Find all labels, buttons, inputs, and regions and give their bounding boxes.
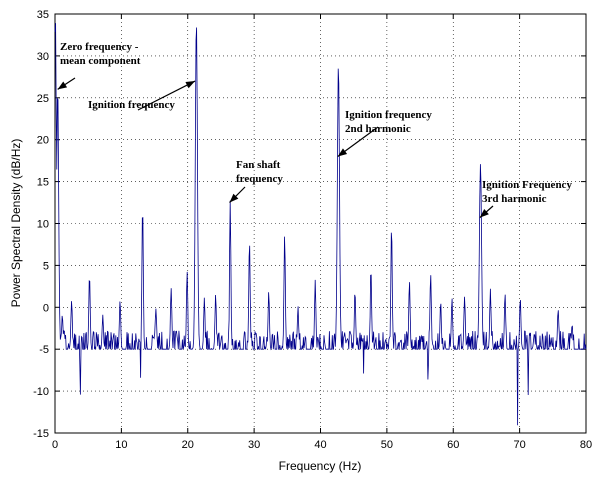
x-tick-label: 30	[248, 439, 260, 451]
annotation-text: Ignition Frequency	[482, 179, 572, 191]
x-tick-label: 20	[182, 439, 194, 451]
y-tick-label: 5	[43, 260, 49, 272]
x-tick-label: 70	[514, 439, 526, 451]
annotation-text: mean component	[60, 55, 141, 67]
arrowhead	[337, 148, 348, 157]
y-tick-label: -10	[33, 386, 49, 398]
x-tick-label: 50	[381, 439, 393, 451]
annotation-arrow	[137, 80, 196, 111]
annotation: Ignition Frequency 3rd harmonic	[479, 179, 572, 219]
arrowhead	[185, 81, 196, 89]
y-axis-label: Power Spectral Density (dB/Hz)	[9, 139, 23, 308]
annotation-text: Ignition frequency	[88, 99, 175, 111]
x-tick-label: 60	[447, 439, 459, 451]
annotation-text: 3rd harmonic	[482, 193, 547, 205]
y-tick-label: 25	[37, 93, 49, 105]
annotations: Zero frequency - mean component Ignition f…	[57, 41, 572, 219]
annotation: Ignition frequency	[88, 80, 196, 111]
x-axis-label: Frequency (Hz)	[279, 459, 362, 473]
annotation-text: Fan shaft	[236, 159, 281, 171]
arrowhead	[479, 209, 489, 218]
y-tick-label: 10	[37, 219, 49, 231]
arrowhead	[57, 81, 68, 90]
annotation-text: frequency	[236, 173, 283, 185]
psd-series-line	[54, 23, 587, 426]
x-tick-label: 80	[580, 439, 592, 451]
x-tick-label: 10	[115, 439, 127, 451]
annotation: Zero frequency - mean component	[57, 41, 141, 90]
annotation: Fan shaft frequency	[229, 159, 283, 203]
y-tick-label: 35	[37, 9, 49, 21]
x-tick-label: 0	[52, 439, 58, 451]
y-tick-label: 30	[37, 51, 49, 63]
annotation-text: Zero frequency -	[60, 41, 139, 53]
x-tick-label: 40	[314, 439, 326, 451]
annotation-text: 2nd harmonic	[345, 123, 411, 135]
arrowhead	[229, 193, 239, 203]
y-tick-label: 15	[37, 177, 49, 189]
annotation-text: Ignition frequency	[345, 109, 432, 121]
y-tick-label: -5	[39, 344, 49, 356]
y-tick-label: -15	[33, 428, 49, 440]
y-tick-label: 20	[37, 135, 49, 147]
axis-ticks: 0 10 20 30 40 50 60 70 80 -15 -10 -5 0 5 10 15 20 25 30 35	[33, 9, 592, 451]
y-tick-label: 0	[43, 302, 49, 314]
annotation: Ignition frequency 2nd harmonic	[337, 109, 432, 157]
